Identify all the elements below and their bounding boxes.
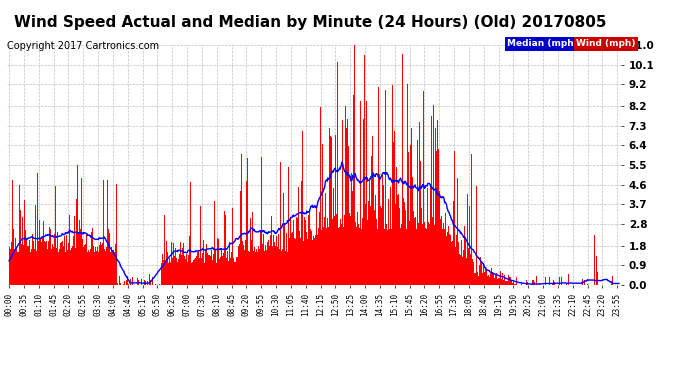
Text: Wind Speed Actual and Median by Minute (24 Hours) (Old) 20170805: Wind Speed Actual and Median by Minute (… [14, 15, 607, 30]
Text: Median (mph): Median (mph) [507, 39, 578, 48]
Text: Wind (mph): Wind (mph) [576, 39, 635, 48]
Text: Copyright 2017 Cartronics.com: Copyright 2017 Cartronics.com [7, 41, 159, 51]
